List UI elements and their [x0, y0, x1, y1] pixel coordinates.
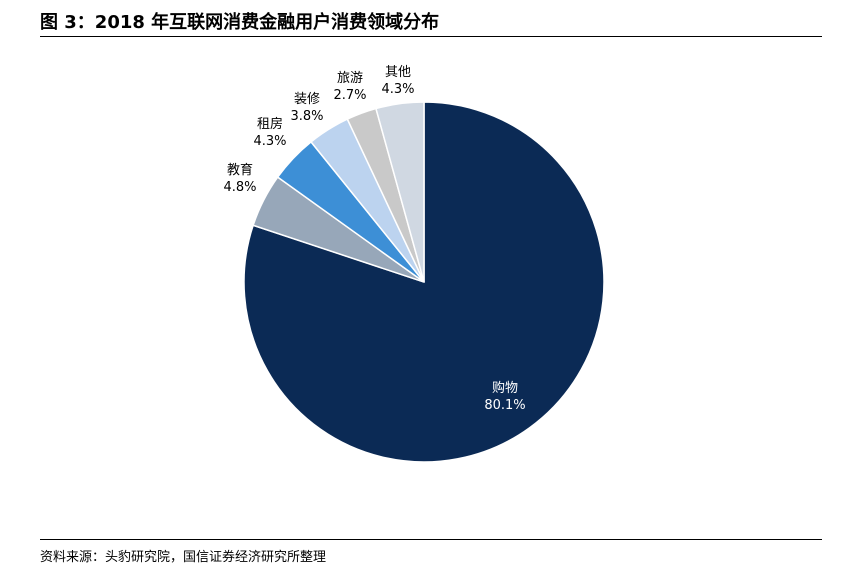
slice-category-label: 租房 — [257, 116, 283, 132]
slice-value-label: 2.7% — [333, 88, 366, 103]
figure-title: 图 3：2018 年互联网消费金融用户消费领域分布 — [40, 12, 440, 33]
slice-value-label: 4.3% — [381, 82, 414, 97]
pie-labels: 购物 80.1% 教育 4.8% 租房 4.3% 装修 3.8% 旅游 2.7% 其他 4.3% — [223, 65, 525, 413]
source-note: 资料来源：头豹研究院，国信证券经济研究所整理 — [40, 550, 327, 565]
slice-value-label: 3.8% — [290, 109, 323, 124]
slice-category-label: 购物 — [492, 380, 518, 396]
slice-category-label: 旅游 — [337, 71, 363, 86]
pie-slice-6 — [375, 101, 425, 283]
pie-slices — [243, 101, 605, 463]
slice-value-label: 4.8% — [223, 180, 256, 195]
slice-value-label: 4.3% — [253, 134, 286, 149]
slice-category-label: 其他 — [385, 65, 411, 80]
slice-category-label: 装修 — [294, 92, 320, 107]
slice-value-label: 80.1% — [484, 398, 525, 413]
title-divider — [40, 36, 822, 37]
source-divider — [40, 539, 822, 540]
slice-category-label: 教育 — [227, 162, 253, 178]
